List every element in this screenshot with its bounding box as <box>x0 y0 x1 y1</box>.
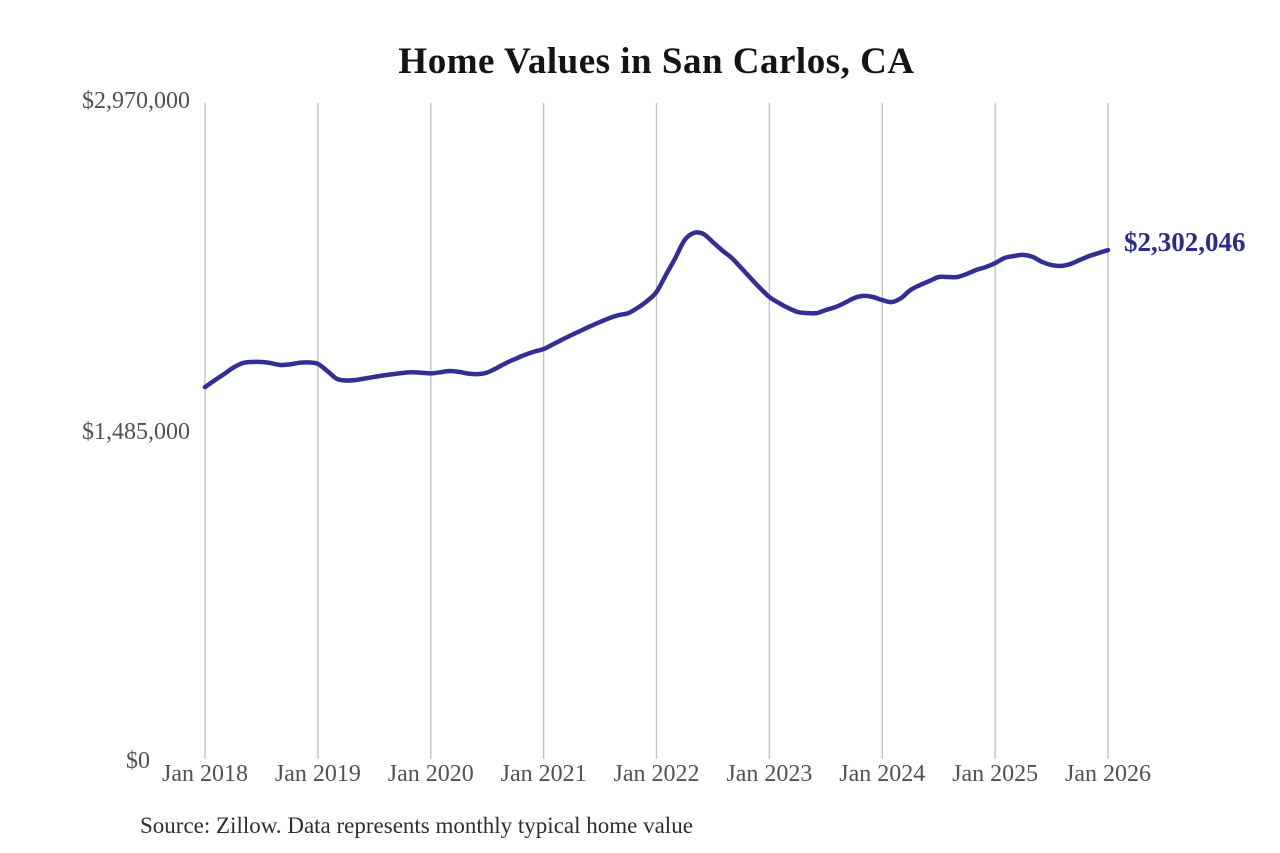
latest-value-label: $2,302,046 <box>1124 227 1246 257</box>
y-axis-label-mid: $1,485,000 <box>82 419 190 445</box>
y-axis-label-max: $2,970,000 <box>82 88 190 114</box>
x-axis-label: Jan 2024 <box>839 761 926 787</box>
x-axis-label: Jan 2018 <box>162 761 248 787</box>
y-axis-label-zero: $0 <box>126 748 150 774</box>
x-axis-label: Jan 2026 <box>1065 761 1151 787</box>
x-axis-label: Jan 2022 <box>613 761 700 787</box>
chart-title: Home Values in San Carlos, CA <box>398 41 915 82</box>
home-value-line-series <box>202 230 1111 390</box>
x-axis-label: Jan 2023 <box>726 761 813 787</box>
source-note: Source: Zillow. Data represents monthly … <box>140 813 693 838</box>
x-axis-label: Jan 2021 <box>500 761 587 787</box>
x-axis-label: Jan 2025 <box>952 761 1039 787</box>
x-axis-label: Jan 2019 <box>274 761 361 787</box>
x-axis-label: Jan 2020 <box>387 761 474 787</box>
